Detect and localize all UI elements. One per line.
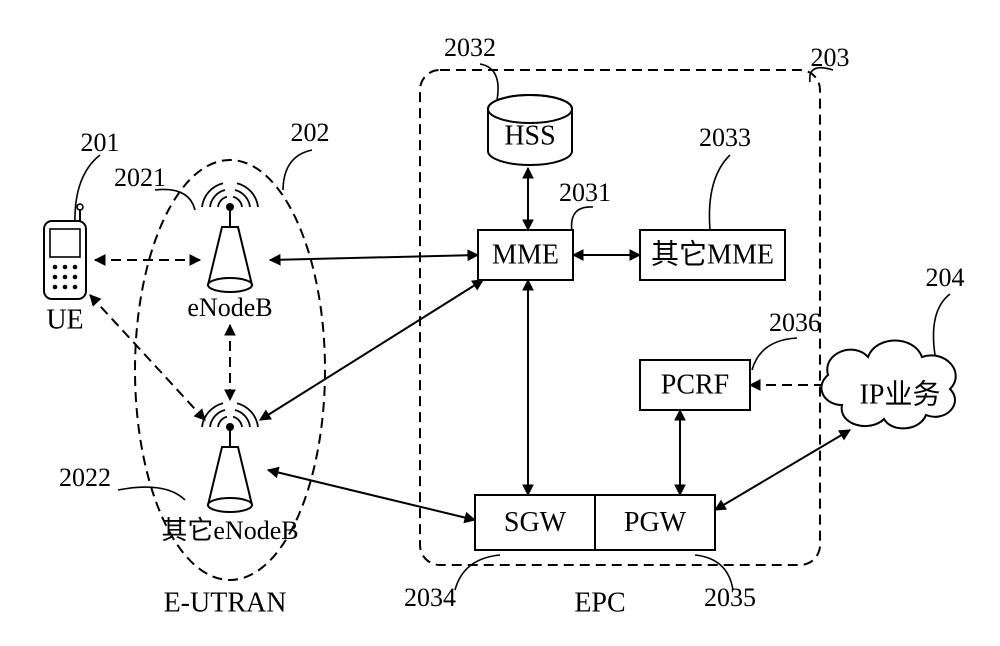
pcrf-box-label: PCRF xyxy=(661,369,730,400)
epc-group xyxy=(420,70,820,565)
ref-202: 202 xyxy=(291,118,330,147)
pgw-box-label: PGW xyxy=(624,507,687,538)
ref-2032: 2032 xyxy=(444,33,496,62)
ref-2022: 2022 xyxy=(59,463,111,492)
ref-204: 204 xyxy=(926,263,965,292)
mme-box-label: MME xyxy=(492,239,559,270)
ref-2031: 2031 xyxy=(559,178,611,207)
ref-2034: 2034 xyxy=(404,583,456,612)
sgw-box-label: SGW xyxy=(504,507,567,538)
edge xyxy=(260,280,483,420)
leader-line xyxy=(933,294,950,355)
ref-2033: 2033 xyxy=(699,123,751,152)
ref-2035: 2035 xyxy=(704,583,756,612)
ref-203: 203 xyxy=(811,43,850,72)
ref-2036: 2036 xyxy=(769,308,821,337)
leader-line xyxy=(455,555,500,590)
leader-line xyxy=(572,207,593,232)
leader-line xyxy=(75,155,100,225)
leader-line xyxy=(709,155,730,230)
hss-label: HSS xyxy=(504,120,555,151)
ref-201: 201 xyxy=(81,128,120,157)
eutran-label: E-UTRAN xyxy=(164,587,287,618)
ue-label: UE xyxy=(46,304,83,335)
other-mme-box-label: 其它MME xyxy=(651,238,774,270)
ip-label: IP业务 xyxy=(860,378,941,410)
leader-line xyxy=(283,150,312,190)
ref-2021: 2021 xyxy=(114,163,166,192)
edge xyxy=(270,255,478,260)
leader-line xyxy=(752,338,797,370)
enb-label: eNodeB xyxy=(187,293,272,322)
edge xyxy=(715,430,850,510)
epc-label: EPC xyxy=(574,587,625,618)
other-enb-label: 其它eNodeB xyxy=(161,516,298,545)
